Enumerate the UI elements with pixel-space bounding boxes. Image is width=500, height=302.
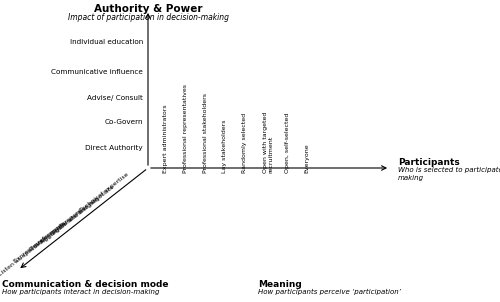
Text: Direct Authority: Direct Authority (86, 145, 143, 151)
Text: Participants: Participants (398, 158, 460, 167)
Text: How participants perceive ‘participation’: How participants perceive ‘participation… (258, 289, 401, 295)
Text: Aggregate and bargain: Aggregate and bargain (40, 196, 100, 245)
Text: Who is selected to participate in decision-
making: Who is selected to participate in decisi… (398, 167, 500, 181)
Text: Advise/ Consult: Advise/ Consult (87, 95, 143, 101)
Text: Lay stakeholders: Lay stakeholders (222, 120, 227, 173)
Text: Everyone: Everyone (304, 143, 309, 173)
Text: Technical expertise: Technical expertise (79, 172, 130, 213)
Text: Develop preferences: Develop preferences (30, 208, 84, 252)
Text: Authority & Power: Authority & Power (94, 4, 202, 14)
Text: Co-Govern: Co-Govern (104, 119, 143, 125)
Text: Expert administrators: Expert administrators (163, 104, 168, 173)
Text: Individual education: Individual education (70, 39, 143, 45)
Text: Communication & decision mode: Communication & decision mode (2, 280, 168, 289)
Text: Open, self-selected: Open, self-selected (285, 113, 290, 173)
Text: Listen as spectator: Listen as spectator (0, 236, 48, 277)
Text: Deliberate and negotiate: Deliberate and negotiate (50, 184, 115, 237)
Text: Meaning: Meaning (258, 280, 302, 289)
Text: Professional representatives: Professional representatives (183, 84, 188, 173)
Text: Open with targeted
recruitment: Open with targeted recruitment (263, 112, 274, 173)
Text: How participants interact in decision-making: How participants interact in decision-ma… (2, 289, 160, 295)
Text: Professional stakeholders: Professional stakeholders (203, 93, 208, 173)
Text: Express preferences: Express preferences (12, 221, 66, 264)
Text: Communicative influence: Communicative influence (51, 69, 143, 75)
Text: Impact of participation in decision-making: Impact of participation in decision-maki… (68, 13, 228, 22)
Text: Randomly selected: Randomly selected (242, 113, 247, 173)
